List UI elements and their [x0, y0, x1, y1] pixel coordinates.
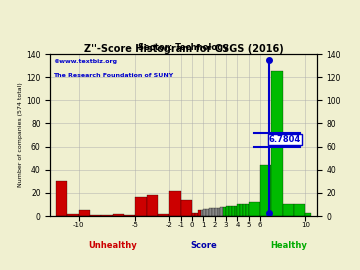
Bar [170, 191, 181, 216]
Text: Healthy: Healthy [270, 241, 307, 251]
Bar [67, 214, 79, 216]
Text: 6.7804: 6.7804 [269, 135, 301, 144]
Bar [56, 181, 67, 216]
Bar [158, 214, 170, 216]
Bar [235, 205, 238, 216]
Bar [249, 202, 260, 216]
Y-axis label: Number of companies (574 total): Number of companies (574 total) [18, 83, 23, 187]
Bar [223, 207, 226, 216]
Bar [124, 215, 135, 216]
Bar [271, 71, 283, 216]
Text: The Research Foundation of SUNY: The Research Foundation of SUNY [53, 73, 173, 79]
Bar [246, 204, 249, 216]
Bar [206, 209, 209, 216]
Text: Score: Score [190, 241, 217, 251]
Bar [102, 215, 113, 216]
Text: Sector: Technology: Sector: Technology [138, 43, 229, 52]
Bar [240, 204, 243, 216]
Text: ©www.textbiz.org: ©www.textbiz.org [53, 59, 117, 64]
Bar [232, 205, 235, 216]
Bar [147, 195, 158, 216]
Bar [181, 200, 192, 216]
Bar [294, 204, 306, 216]
Bar [203, 209, 206, 216]
Bar [220, 207, 223, 216]
Bar [209, 208, 212, 216]
Bar [195, 212, 198, 216]
Bar [135, 197, 147, 216]
Bar [306, 212, 311, 216]
Bar [260, 165, 271, 216]
Bar [113, 214, 124, 216]
Bar [229, 205, 232, 216]
Bar [198, 210, 201, 216]
Text: Unhealthy: Unhealthy [88, 241, 137, 251]
Bar [201, 210, 203, 216]
Bar [90, 215, 102, 216]
Bar [217, 208, 220, 216]
Bar [226, 205, 229, 216]
Bar [215, 208, 217, 216]
Bar [212, 208, 215, 216]
Bar [79, 210, 90, 216]
Bar [283, 204, 294, 216]
Bar [192, 212, 195, 216]
Bar [238, 204, 240, 216]
Bar [243, 204, 246, 216]
Title: Z''-Score Histogram for CSGS (2016): Z''-Score Histogram for CSGS (2016) [84, 44, 283, 54]
